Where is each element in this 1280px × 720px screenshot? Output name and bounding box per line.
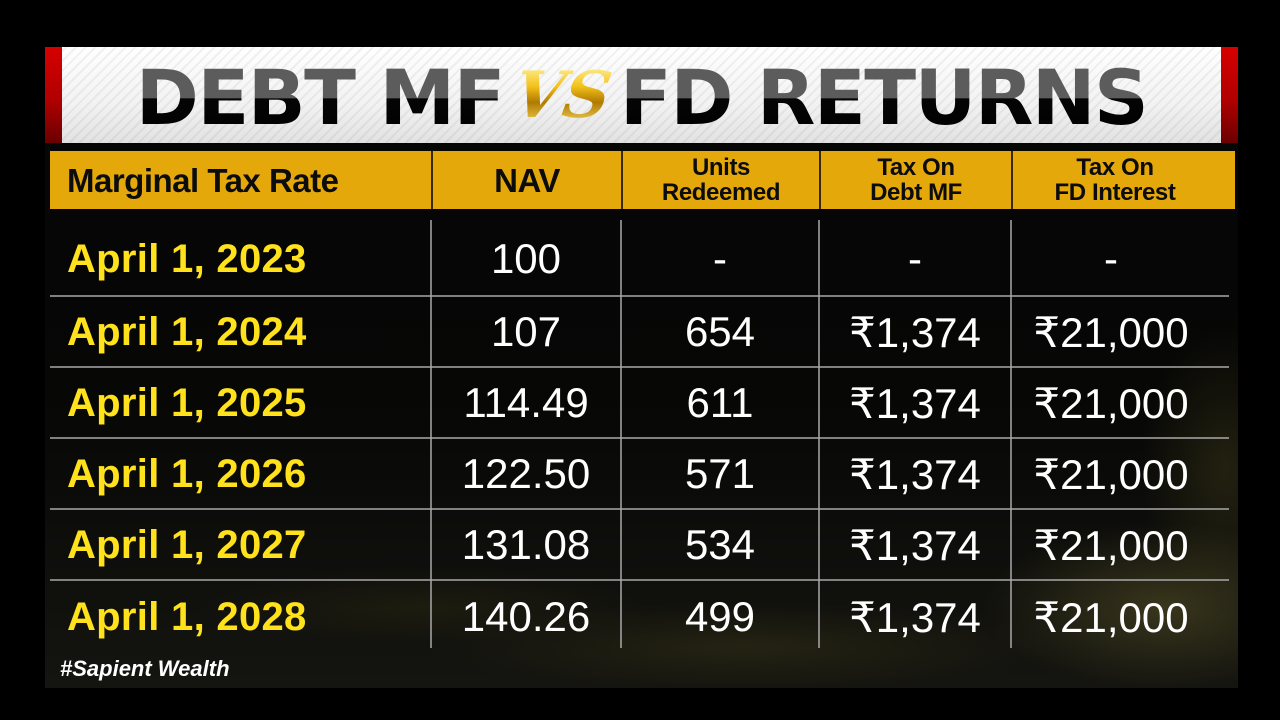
title-right: FD RETURNS [619,53,1149,142]
header-nav: NAV [431,151,621,209]
title-banner: DEBT MF VS FD RETURNS [45,47,1238,143]
column-divider [430,220,432,648]
cell-tax-fd: ₹21,000 [1033,593,1189,641]
title-left: DEBT MF [135,53,506,142]
cell-date: April 1, 2028 [67,594,307,639]
cell-units: 534 [684,521,756,568]
header-units-redeemed: Units Redeemed [621,151,819,209]
cell-units: 611 [686,379,754,426]
page-title: DEBT MF VS FD RETURNS [45,53,1238,143]
cell-tax-fd: ₹21,000 [1033,308,1189,356]
cell-nav: 122.50 [461,450,591,497]
cell-units: 654 [684,308,756,355]
cell-tax-mf: ₹1,374 [849,379,981,427]
cell-tax-fd: ₹21,000 [1033,450,1189,498]
column-divider [620,220,622,648]
cell-tax-mf: ₹1,374 [849,450,981,498]
table-row: April 1, 2028 140.26 499 ₹1,374 ₹21,000 [50,581,1235,653]
table-header: Marginal Tax Rate NAV Units Redeemed Tax… [50,151,1235,209]
cell-tax-mf: - [908,235,922,282]
cell-date: April 1, 2027 [67,522,307,567]
cell-date: April 1, 2025 [67,380,307,425]
cell-nav: 131.08 [461,521,591,568]
cell-tax-fd: ₹21,000 [1033,379,1189,427]
cell-nav: 107 [490,308,562,355]
row-divider [50,295,1229,297]
cell-units: 571 [684,450,756,497]
table-row: April 1, 2027 131.08 534 ₹1,374 ₹21,000 [50,510,1235,580]
cell-tax-mf: ₹1,374 [849,593,981,641]
red-accent-bar-left [45,47,62,143]
cell-nav: 140.26 [461,593,591,640]
cell-units: - [713,235,727,282]
table-row: April 1, 2025 114.49 611 ₹1,374 ₹21,000 [50,368,1235,438]
red-accent-bar-right [1221,47,1238,143]
row-divider [50,366,1229,368]
cell-nav: 114.49 [463,379,589,426]
cell-nav: 100 [490,235,562,282]
cell-date: April 1, 2026 [67,451,307,496]
cell-tax-mf: ₹1,374 [849,308,981,356]
cell-date: April 1, 2024 [67,309,307,354]
watermark-hashtag: #Sapient Wealth [60,656,230,681]
table-row: April 1, 2023 100 - - - [50,222,1235,296]
column-divider [1010,220,1012,648]
cell-tax-mf: ₹1,374 [849,521,981,569]
cell-units: 499 [684,593,756,640]
row-divider [50,437,1229,439]
table-row: April 1, 2026 122.50 571 ₹1,374 ₹21,000 [50,439,1235,509]
column-divider [818,220,820,648]
cell-tax-fd: - [1104,235,1118,282]
vs-badge: VS [507,58,617,133]
cell-date: April 1, 2023 [67,236,307,281]
cell-tax-fd: ₹21,000 [1033,521,1189,569]
row-divider [50,508,1229,510]
header-tax-on-fd-interest: Tax On FD Interest [1011,151,1235,209]
table-row: April 1, 2024 107 654 ₹1,374 ₹21,000 [50,297,1235,367]
header-marginal-tax-rate: Marginal Tax Rate [67,161,339,199]
row-divider [50,579,1229,581]
header-tax-on-debt-mf: Tax On Debt MF [819,151,1011,209]
